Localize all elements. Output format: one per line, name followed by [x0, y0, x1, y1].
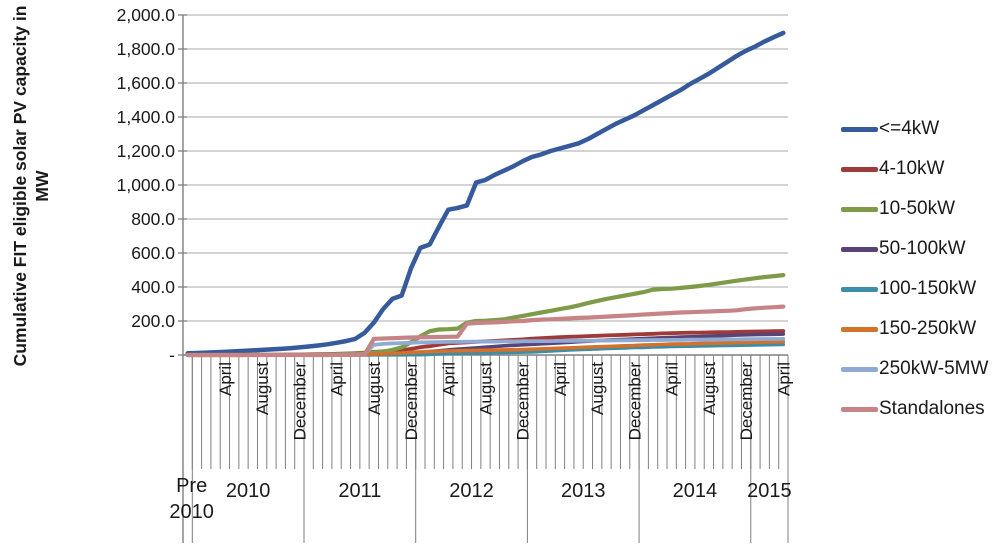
- x-month-label: December: [290, 362, 309, 441]
- legend-label: 50-100kW: [879, 238, 966, 259]
- legend-swatch-icon: [841, 166, 878, 172]
- legend-item: <=4kW: [841, 109, 1003, 149]
- legend-label: 4-10kW: [879, 158, 945, 179]
- legend-label: 150-250kW: [879, 318, 977, 339]
- y-tick-label: 200.0: [131, 311, 175, 331]
- legend-item: 150-250kW: [841, 309, 1003, 349]
- x-month-label: August: [253, 362, 272, 415]
- legend-swatch-icon: [841, 286, 878, 292]
- legend-swatch-icon: [841, 366, 878, 372]
- y-tick-label: 2,000.0: [117, 5, 176, 25]
- x-year-label-pre: Pre: [176, 475, 207, 497]
- legend-swatch-icon: [841, 246, 878, 252]
- legend-label: 100-150kW: [879, 278, 977, 299]
- legend-item: 100-150kW: [841, 269, 1003, 309]
- legend-label: Standalones: [879, 398, 985, 419]
- legend: <=4kW 4-10kW 10-50kW 50-100kW 100-150kW 150-2…: [841, 109, 1003, 429]
- y-tick-label: 1,600.0: [117, 73, 176, 93]
- legend-item: 250kW-5MW: [841, 349, 1003, 389]
- x-month-label: April: [663, 362, 682, 396]
- x-month-label: August: [700, 362, 719, 415]
- x-month-label: April: [216, 362, 235, 396]
- x-month-label: April: [774, 362, 793, 396]
- series-line-<=4kW: [185, 30, 786, 356]
- y-tick-label: 600.0: [131, 243, 175, 263]
- x-month-label: August: [365, 362, 384, 415]
- legend-label: 10-50kW: [879, 198, 956, 219]
- legend-swatch-icon: [841, 326, 878, 332]
- x-year-label-pre: 2010: [169, 501, 214, 523]
- x-year-label: 2010: [226, 480, 271, 502]
- legend-item: Standalones: [841, 389, 1003, 429]
- x-month-label: April: [328, 362, 347, 396]
- legend-item: 50-100kW: [841, 229, 1003, 269]
- series-line-Standalones: [185, 304, 786, 358]
- x-year-label: 2013: [561, 480, 606, 502]
- x-month-label: August: [588, 362, 607, 415]
- y-tick-label: 1,200.0: [117, 141, 176, 161]
- legend-label: <=4kW: [879, 118, 940, 139]
- legend-swatch-icon: [841, 126, 878, 132]
- y-tick-label: 1,800.0: [117, 39, 176, 59]
- y-tick-label: -: [169, 345, 175, 365]
- y-tick-label: 1,400.0: [117, 107, 176, 127]
- legend-swatch-icon: [841, 406, 878, 412]
- x-month-label: April: [551, 362, 570, 396]
- x-month-label: December: [625, 362, 644, 441]
- y-tick-label: 1,000.0: [117, 175, 176, 195]
- y-tick-label: 800.0: [131, 209, 175, 229]
- x-month-label: December: [402, 362, 421, 441]
- legend-item: 4-10kW: [841, 149, 1003, 189]
- x-year-label: 2014: [673, 480, 718, 502]
- x-month-label: December: [737, 362, 756, 441]
- x-year-label: 2015: [747, 480, 792, 502]
- x-month-label: August: [477, 362, 496, 415]
- x-month-label: April: [439, 362, 458, 396]
- y-tick-label: 400.0: [131, 277, 175, 297]
- legend-label: 250kW-5MW: [879, 358, 989, 379]
- x-month-label: December: [514, 362, 533, 441]
- legend-swatch-icon: [841, 206, 878, 212]
- x-year-label: 2012: [449, 480, 494, 502]
- legend-item: 10-50kW: [841, 189, 1003, 229]
- x-year-label: 2011: [338, 480, 381, 502]
